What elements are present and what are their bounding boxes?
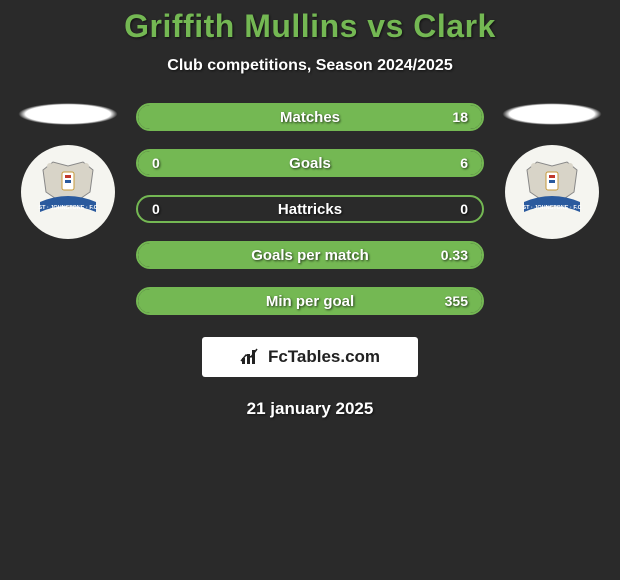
page-title: Griffith Mullins vs Clark [0,8,620,45]
stat-right-value: 18 [438,109,468,125]
svg-text:ST · JOHNSTONE · F.C: ST · JOHNSTONE · F.C [522,205,581,211]
stat-label: Min per goal [138,293,482,310]
stat-label: Matches [138,109,482,126]
left-player-column: ST · JOHNSTONE · F.C [18,103,118,239]
right-club-badge: ST · JOHNSTONE · F.C [505,145,599,239]
right-player-column: ST · JOHNSTONE · F.C [502,103,602,239]
left-club-badge: ST · JOHNSTONE · F.C [21,145,115,239]
stat-bar: 0Hattricks0 [136,195,484,223]
stat-label: Goals per match [138,247,482,264]
stat-bar: Matches18 [136,103,484,131]
stat-right-value: 6 [438,155,468,171]
date-line: 21 january 2025 [0,399,620,419]
bar-chart-icon [240,346,262,368]
main-row: ST · JOHNSTONE · F.C Matches180Goals60Ha… [0,103,620,315]
stat-label: Hattricks [138,201,482,218]
page-subtitle: Club competitions, Season 2024/2025 [0,57,620,75]
brand-attribution[interactable]: FcTables.com [202,337,418,377]
svg-text:ST · JOHNSTONE · F.C: ST · JOHNSTONE · F.C [38,205,97,211]
stat-right-value: 355 [438,293,468,309]
stat-bar: Goals per match0.33 [136,241,484,269]
stats-column: Matches180Goals60Hattricks0Goals per mat… [136,103,484,315]
stat-bar: 0Goals6 [136,149,484,177]
club-crest-icon: ST · JOHNSTONE · F.C [28,152,108,232]
stat-bar: Min per goal355 [136,287,484,315]
player-placeholder-icon [18,103,118,125]
player-placeholder-icon [502,103,602,125]
stat-right-value: 0.33 [438,247,468,263]
stat-label: Goals [138,155,482,172]
stat-right-value: 0 [438,201,468,217]
infographic-container: Griffith Mullins vs Clark Club competiti… [0,0,620,419]
club-crest-icon: ST · JOHNSTONE · F.C [512,152,592,232]
brand-text: FcTables.com [268,347,380,367]
